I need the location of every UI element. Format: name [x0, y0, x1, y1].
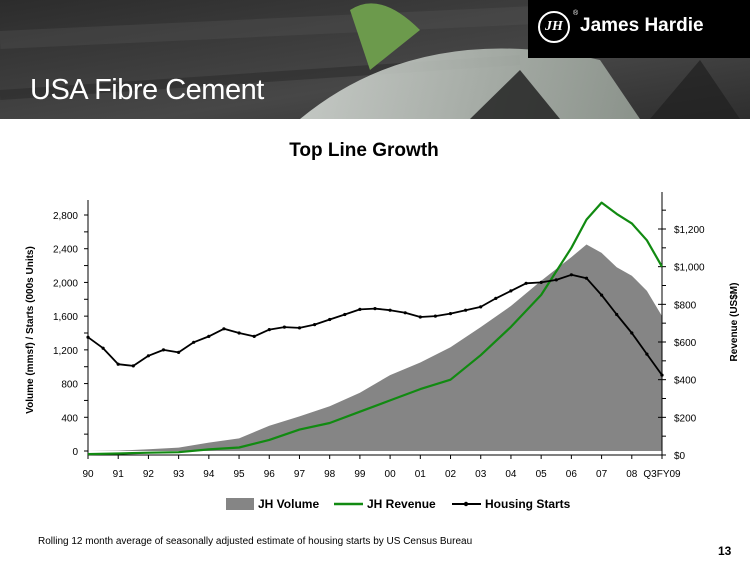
housing-starts-point [630, 331, 634, 335]
x-axis-tick-label: 02 [445, 469, 457, 480]
housing-starts-point [131, 364, 135, 368]
jh-logo-icon: JH [538, 11, 570, 43]
housing-starts-point [584, 276, 589, 280]
housing-starts-point [403, 311, 407, 315]
legend-marker-housing [463, 501, 469, 507]
legend-swatch-volume [226, 498, 254, 510]
right-axis-tick-label: $0 [674, 451, 686, 462]
left-axis-tick-label: 2,800 [53, 211, 78, 222]
right-axis-tick-label: $600 [674, 338, 697, 349]
legend-label-housing: Housing Starts [485, 497, 571, 511]
housing-starts-point [388, 308, 392, 312]
housing-starts-point [297, 326, 302, 330]
left-axis-tick-label: 1,200 [53, 346, 78, 357]
left-axis-tick-label: 0 [72, 447, 78, 458]
x-axis-tick-label: 95 [233, 469, 245, 480]
housing-starts-point [146, 354, 150, 358]
x-axis-tick-label: Q3FY09 [643, 469, 681, 480]
x-axis-tick-label: 98 [324, 469, 336, 480]
housing-starts-point [252, 334, 256, 338]
housing-starts-point [116, 362, 120, 366]
housing-starts-point [222, 327, 226, 331]
housing-starts-point [569, 273, 574, 277]
left-axis-tick-label: 2,400 [53, 245, 78, 256]
housing-starts-point [328, 317, 332, 322]
x-axis-tick-label: 96 [264, 469, 276, 480]
footnote: Rolling 12 month average of seasonally a… [38, 536, 473, 547]
x-axis-tick-label: 97 [294, 469, 306, 480]
housing-starts-point [207, 334, 211, 338]
housing-starts-point [539, 280, 543, 284]
registered-mark: ® [573, 10, 579, 17]
housing-starts-point [282, 325, 286, 329]
right-axis-tick-label: $1,200 [674, 225, 705, 236]
housing-starts-point [192, 340, 196, 344]
revenue-line [87, 201, 663, 456]
housing-starts-point [373, 307, 377, 311]
right-axis-title: Revenue (US$M) [729, 283, 740, 362]
housing-starts-point [464, 308, 468, 312]
housing-starts-point [343, 312, 347, 317]
x-axis-tick-label: 08 [626, 469, 638, 480]
housing-starts-point [554, 278, 558, 282]
x-axis-tick-label: 92 [143, 469, 155, 480]
housing-starts-point [524, 281, 528, 285]
left-axis-title: Volume (mmsf) / Starts (000s Units) [25, 246, 36, 414]
right-axis-tick-label: $200 [674, 413, 697, 424]
x-axis-tick-label: 00 [385, 469, 397, 480]
left-axis-tick-label: 2,000 [53, 278, 78, 289]
left-axis-tick-label: 1,600 [53, 312, 78, 323]
housing-starts-point [86, 335, 90, 339]
housing-starts-point [600, 293, 604, 297]
x-axis-tick-label: 99 [354, 469, 366, 480]
company-logo-text: James Hardie [580, 15, 704, 36]
x-axis-tick-label: 07 [596, 469, 608, 480]
housing-starts-point [237, 331, 241, 335]
x-axis-tick-label: 03 [475, 469, 487, 480]
x-axis-tick-label: 94 [203, 469, 215, 480]
legend-label-revenue: JH Revenue [367, 497, 436, 511]
right-axis-tick-label: $400 [674, 376, 697, 387]
housing-starts-point [161, 348, 166, 352]
x-axis-tick-label: 06 [566, 469, 578, 480]
volume-area [88, 244, 662, 451]
housing-starts-point [418, 315, 422, 319]
left-axis-tick-label: 800 [61, 380, 78, 391]
housing-starts-point [267, 328, 271, 332]
right-axis-tick-label: $1,000 [674, 263, 705, 274]
x-axis-tick-label: 05 [536, 469, 548, 480]
right-axis-tick-label: $800 [674, 300, 697, 311]
housing-starts-point [448, 312, 453, 316]
housing-starts-point [433, 314, 437, 318]
housing-starts-point [479, 305, 483, 309]
page-number: 13 [718, 544, 732, 558]
housing-starts-point [101, 346, 105, 350]
x-axis-tick-label: 04 [505, 469, 517, 480]
x-axis-tick-label: 93 [173, 469, 185, 480]
housing-starts-point [645, 352, 649, 356]
housing-starts-point [660, 373, 664, 377]
housing-starts-point [494, 296, 498, 300]
housing-starts-point [177, 350, 181, 354]
left-axis-tick-label: 400 [61, 413, 78, 424]
x-axis-tick-label: 01 [415, 469, 427, 480]
housing-starts-point [509, 289, 513, 293]
x-axis-tick-label: 91 [113, 469, 125, 480]
housing-starts-point [615, 312, 619, 317]
chart-title: Top Line Growth [289, 140, 439, 161]
housing-starts-point [313, 323, 317, 327]
x-axis-tick-label: 90 [82, 469, 94, 480]
slide-title: USA Fibre Cement [30, 74, 264, 106]
housing-starts-point [358, 307, 362, 311]
legend-label-volume: JH Volume [258, 497, 319, 511]
